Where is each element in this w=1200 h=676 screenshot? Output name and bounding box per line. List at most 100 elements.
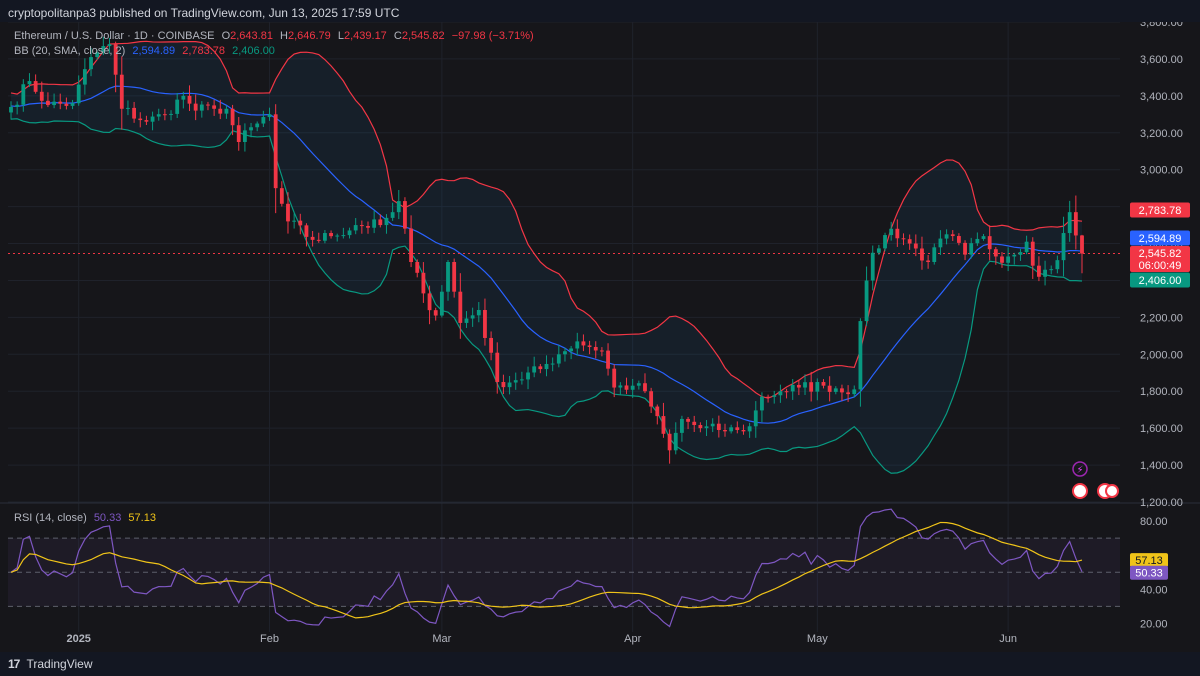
rsi-ma-line [10,521,1083,619]
candle-body [569,348,574,352]
candle-body [242,130,247,142]
us-flag-icon[interactable] [1072,483,1088,499]
bb-upper-line [10,40,1083,399]
candle-body [969,243,974,255]
candle-body [833,388,838,392]
candle-body [581,341,586,346]
candle-body [212,105,217,109]
us-flag-icon[interactable] [1105,484,1119,498]
candle-body [716,423,721,430]
basis-price-tag-bg [1130,230,1190,246]
candle-body [907,239,912,244]
candle-body [550,363,555,365]
lightning-event-glyph: ⚡ [1076,465,1083,476]
bb-label: BB (20, SMA, close, 2) [14,45,126,57]
candle-body [1043,269,1047,277]
candle-body [852,389,857,395]
candle-body [132,107,137,119]
candle-body [993,249,998,257]
price-chart-svg[interactable]: 3,800.00 3,600.00 3,400.00 3,200.00 3,000.00… [0,17,1200,652]
candle-body [956,236,961,243]
candle-body [766,396,770,398]
close-label: C [393,30,402,42]
price-tick-label: 3,800.00 [1140,22,1183,29]
candle-body [680,418,684,433]
bb-lower-value: 2,406.00 [232,45,275,57]
candle-body [279,188,284,204]
candle-body [458,291,463,323]
candle-body [944,234,949,239]
candle-body [329,233,333,237]
bb-upper-value: 2,783.78 [182,45,226,57]
rsi-tick-label: 80.00 [1140,516,1168,528]
candle-body [895,228,900,239]
candle-body [89,57,93,70]
candle-body [692,421,697,426]
close-price-tag-bg [1130,246,1190,272]
candle-body [858,321,863,390]
candle-body [741,430,746,432]
high-label: H [280,30,288,42]
time-tick-label: Apr [624,633,641,645]
price-tick-label: 3,600.00 [1140,54,1183,66]
candle-body [323,233,327,241]
time-tick-label: May [807,633,828,645]
candle-body [889,228,894,236]
candle-body [963,242,967,255]
candle-body [218,108,223,114]
candle-body [784,391,789,393]
lower-price-tag-bg [1130,272,1190,288]
candle-body [575,341,580,349]
candle-body [815,382,820,392]
candle-body [661,416,666,434]
lightning-event-icon[interactable] [1072,461,1088,477]
symbol-label: Ethereum / U.S. Dollar · 1D · COINBASE [14,30,215,42]
high-value: 2,646.79 [287,30,331,42]
candle-body [624,385,629,390]
price-tick-label: 3,400.00 [1140,91,1183,103]
rsi-layer [8,508,1120,628]
candle-body [76,84,81,104]
candle-body [187,95,192,104]
candle-body [1024,241,1029,253]
candle-body [513,380,518,383]
candle-body [126,107,130,109]
candle-body [587,345,592,347]
tradingview-logo-icon: 17 [8,657,20,671]
event-icons[interactable]: ⚡ [1072,461,1119,499]
candle-body [181,95,186,100]
candle-body [70,103,75,106]
candle-body [193,103,198,111]
candle-body [366,226,370,228]
candle-body [353,225,358,231]
rsi-legend: RSI (14, close) 50.33 57.13 [14,512,160,524]
candle-body [618,385,623,388]
chart-area[interactable]: 3,800.00 3,600.00 3,400.00 3,200.00 3,000.00… [0,17,1200,652]
candle-body [403,201,407,229]
basis-price-tag: 2,594.89 [1139,233,1182,245]
candle-body [1049,269,1054,271]
candle-body [1061,233,1066,261]
candle-body [735,427,740,430]
rsi-tag: 50.33 [1135,568,1163,580]
candle-body [710,423,715,427]
candle-body [673,432,678,451]
lower-price-tag: 2,406.00 [1139,275,1182,287]
candle-body [162,114,167,116]
candle-body [803,382,807,388]
candle-body [156,114,161,117]
candle-body [347,230,352,236]
candle-body [981,236,986,239]
candle-body [64,103,69,106]
candle-body [489,337,494,353]
candle-body [267,114,272,118]
rsi-tag-bg [1130,565,1168,580]
candle-body [470,315,475,319]
price-legend: Ethereum / U.S. Dollar · 1D · COINBASE O… [14,30,538,42]
rsi-tick-label: 20.00 [1140,618,1168,630]
time-tick-label: 2025 [66,633,90,645]
candle-body [655,406,660,417]
candle-body [384,217,389,226]
candle-body [747,426,752,432]
candle-body [975,238,980,244]
